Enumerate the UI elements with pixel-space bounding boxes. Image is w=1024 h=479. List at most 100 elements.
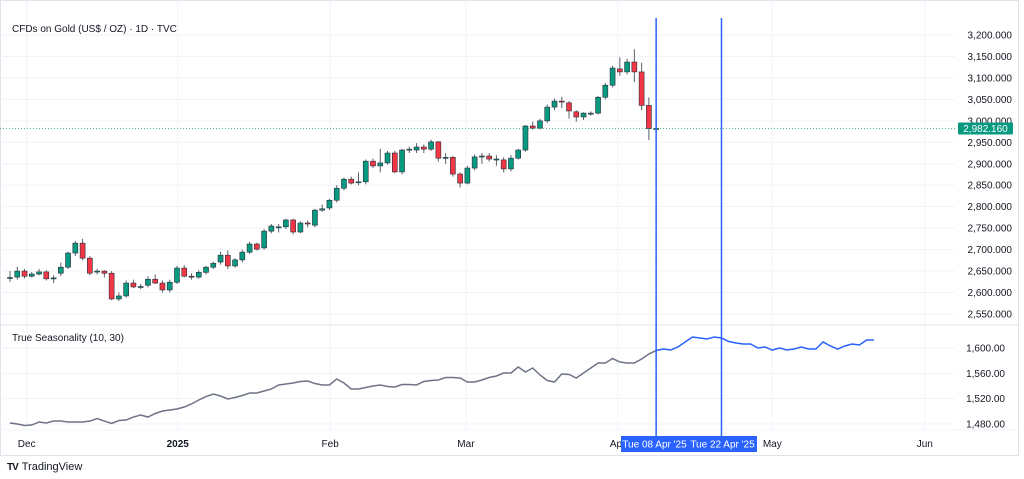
candle-body[interactable] (290, 219, 296, 233)
candle-body[interactable] (624, 61, 630, 73)
candle-body[interactable] (137, 286, 144, 288)
candle-body[interactable] (65, 252, 71, 268)
candle-body[interactable] (36, 271, 42, 275)
price-scale-label: 3,000.000 (968, 116, 1013, 127)
candle-body[interactable] (595, 96, 601, 114)
candle-body[interactable] (508, 157, 514, 170)
candle-body[interactable] (312, 209, 318, 226)
candle-body[interactable] (28, 273, 35, 277)
candle-body[interactable] (486, 155, 492, 160)
candle-body[interactable] (152, 278, 158, 284)
candle-body[interactable] (58, 266, 64, 274)
candle-body[interactable] (515, 149, 522, 159)
candle-body[interactable] (377, 162, 384, 167)
candle-body[interactable] (304, 222, 311, 225)
candle-body[interactable] (101, 270, 108, 274)
candle-body[interactable] (558, 100, 565, 103)
candle-body[interactable] (587, 112, 594, 115)
candle-body[interactable] (464, 167, 471, 184)
candle-body[interactable] (188, 275, 195, 278)
candle-body[interactable] (362, 160, 369, 183)
candle-body[interactable] (21, 270, 28, 277)
candle-body[interactable] (544, 106, 551, 122)
candle-body[interactable] (319, 208, 325, 211)
candle-body[interactable] (573, 111, 580, 118)
candle-body[interactable] (210, 263, 217, 268)
candle-body[interactable] (145, 278, 151, 286)
time-axis-label: Dec (18, 439, 36, 450)
candle-body[interactable] (217, 254, 224, 263)
candle-body[interactable] (609, 67, 616, 86)
candle-body[interactable] (580, 112, 587, 118)
tradingview-logo[interactable]: TV TradingView (7, 461, 82, 473)
candle-body[interactable] (566, 102, 572, 112)
candle-body[interactable] (87, 257, 93, 274)
candle-body[interactable] (522, 125, 529, 151)
candle-body[interactable] (232, 259, 238, 267)
candle-body[interactable] (79, 242, 86, 259)
candle-body[interactable] (631, 61, 638, 73)
candle-body[interactable] (203, 266, 209, 273)
candle-body[interactable] (493, 158, 500, 161)
candle-body[interactable] (479, 155, 485, 158)
time-axis-label: Mar (457, 439, 475, 450)
candle-body[interactable] (348, 178, 355, 184)
candle-body[interactable] (297, 222, 304, 233)
candle-body[interactable] (442, 157, 449, 159)
candle-body[interactable] (116, 295, 122, 300)
date-marker-label: Tue 22 Apr '25 (690, 440, 755, 451)
candle-body[interactable] (14, 270, 21, 278)
candle-body[interactable] (406, 148, 413, 151)
candle-body[interactable] (195, 272, 202, 278)
candle-body[interactable] (254, 243, 260, 250)
candle-body[interactable] (421, 146, 427, 150)
candle-body[interactable] (181, 267, 188, 277)
candle-body[interactable] (384, 152, 391, 164)
candle-body[interactable] (428, 141, 434, 150)
candle-body[interactable] (399, 149, 405, 173)
candle-body[interactable] (166, 281, 173, 291)
candle-body[interactable] (326, 199, 333, 209)
candle-body[interactable] (551, 100, 558, 108)
candle-body[interactable] (617, 68, 623, 73)
candle-body[interactable] (275, 226, 282, 229)
candle-body[interactable] (341, 178, 347, 189)
indicator-scale-label: 1,600.00 (966, 344, 1005, 355)
candle-body[interactable] (529, 125, 536, 129)
candle-body[interactable] (130, 282, 137, 288)
candle-body[interactable] (283, 219, 289, 228)
candle-body[interactable] (94, 270, 100, 273)
candle-body[interactable] (72, 242, 79, 254)
candle-body[interactable] (435, 141, 442, 159)
candle-body[interactable] (261, 230, 267, 249)
candle-body[interactable] (239, 251, 246, 261)
price-scale-label: 2,800.000 (968, 202, 1013, 213)
candle-body[interactable] (43, 271, 50, 280)
candle-body[interactable] (50, 277, 57, 280)
candle-body[interactable] (108, 272, 115, 300)
candle-body[interactable] (159, 282, 166, 291)
candle-body[interactable] (413, 146, 420, 151)
candle-body[interactable] (246, 243, 253, 253)
candle-body[interactable] (471, 156, 478, 169)
candle-body[interactable] (500, 159, 507, 170)
candle-body[interactable] (333, 187, 340, 201)
candle-body[interactable] (391, 152, 398, 173)
candle-body[interactable] (355, 181, 362, 184)
candle-body[interactable] (268, 225, 275, 232)
candle-body[interactable] (370, 160, 376, 167)
candle-body[interactable] (450, 157, 456, 175)
candle-body[interactable] (457, 173, 463, 184)
candle-body[interactable] (225, 254, 231, 267)
candle-body[interactable] (7, 277, 13, 279)
indicator-scale-label: 1,480.00 (966, 420, 1005, 431)
candle-body[interactable] (123, 282, 129, 297)
candle-body[interactable] (602, 84, 609, 98)
indicator-title[interactable]: True Seasonality (10, 30) (12, 333, 124, 344)
candle-body[interactable] (646, 105, 652, 129)
candle-body[interactable] (174, 267, 180, 283)
candle-body[interactable] (638, 71, 645, 106)
date-marker-label: Tue 08 Apr '25 (622, 440, 687, 451)
candle-body[interactable] (537, 120, 543, 129)
